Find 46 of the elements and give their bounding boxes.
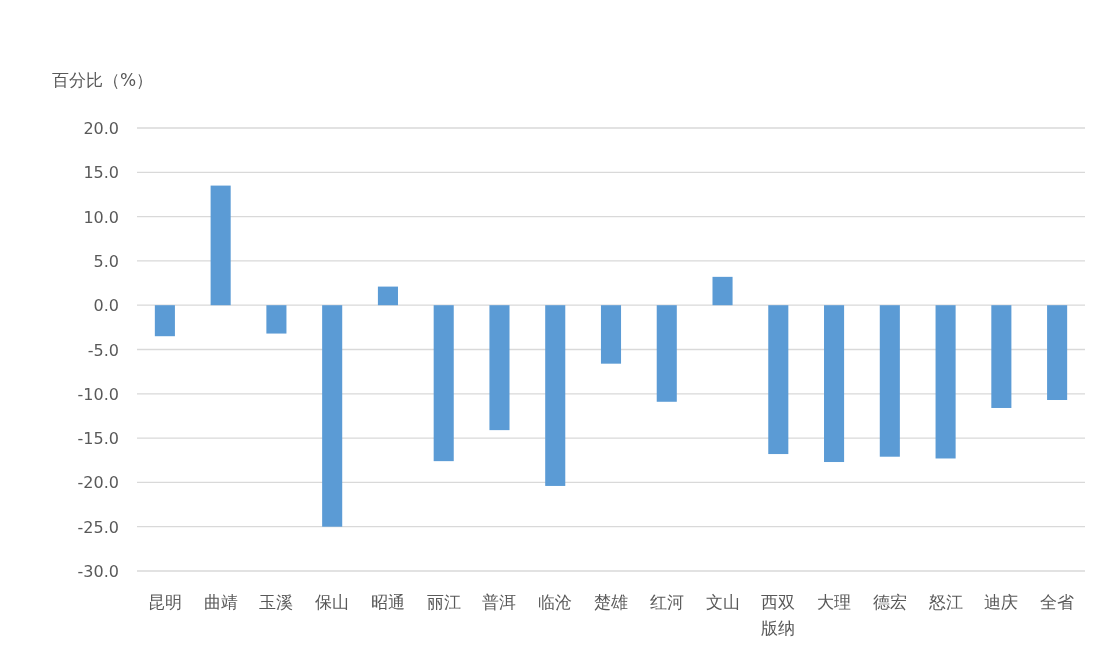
bar: [656, 305, 677, 402]
bar: [824, 305, 845, 463]
bar: [489, 305, 510, 431]
bar: [1047, 305, 1068, 400]
y-tick-label: -25.0: [77, 517, 119, 537]
x-tick-label: 普洱: [482, 592, 517, 612]
bar: [433, 305, 454, 462]
y-tick-label: 5.0: [93, 251, 119, 271]
y-axis-title: 百分比（%）: [52, 70, 154, 90]
x-tick-label: 昭通: [370, 592, 405, 612]
y-tick-label: -5.0: [87, 340, 119, 360]
x-tick-label: 玉溪: [259, 592, 294, 612]
y-tick-label: 15.0: [83, 163, 119, 183]
bar: [935, 305, 956, 459]
x-tick-label: 全省: [1040, 592, 1075, 612]
y-tick-label: -15.0: [77, 429, 119, 449]
bar: [545, 305, 566, 486]
bar: [377, 286, 398, 306]
bar: [879, 305, 900, 457]
x-tick-label: 临沧: [538, 592, 573, 612]
x-tick-label: 红河: [649, 592, 684, 612]
x-tick-label: 德宏: [872, 592, 907, 612]
bar: [322, 305, 343, 527]
bar: [210, 185, 231, 306]
bar: [712, 276, 733, 306]
y-tick-label: -30.0: [77, 562, 119, 581]
x-tick-label: 怒江: [927, 592, 963, 612]
x-tick-label: 保山: [315, 592, 350, 612]
y-tick-label: -10.0: [77, 384, 119, 404]
x-tick-label: 丽江: [426, 592, 461, 612]
x-tick-label: 文山: [705, 592, 740, 612]
bar: [991, 305, 1012, 408]
bar: [600, 305, 622, 364]
bar: [768, 305, 789, 455]
bar: [266, 305, 287, 334]
x-tick-label: 西双版纳: [761, 592, 796, 638]
y-tick-label: 20.0: [83, 119, 119, 138]
x-tick-label: 楚雄: [594, 592, 628, 612]
x-tick-label: 曲靖: [203, 592, 238, 612]
y-tick-label: 10.0: [83, 207, 119, 227]
x-tick-label: 大理: [817, 592, 852, 612]
y-tick-label: -20.0: [77, 473, 119, 493]
bar: [154, 305, 175, 337]
x-tick-label: 迪庆: [984, 592, 1019, 612]
x-tick-label: 昆明: [147, 592, 182, 612]
y-tick-label: 0.0: [93, 296, 119, 316]
